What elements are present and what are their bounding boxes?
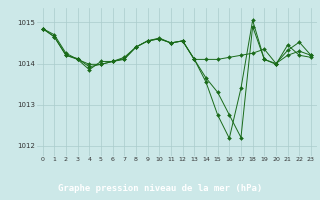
Text: Graphe pression niveau de la mer (hPa): Graphe pression niveau de la mer (hPa) xyxy=(58,184,262,193)
